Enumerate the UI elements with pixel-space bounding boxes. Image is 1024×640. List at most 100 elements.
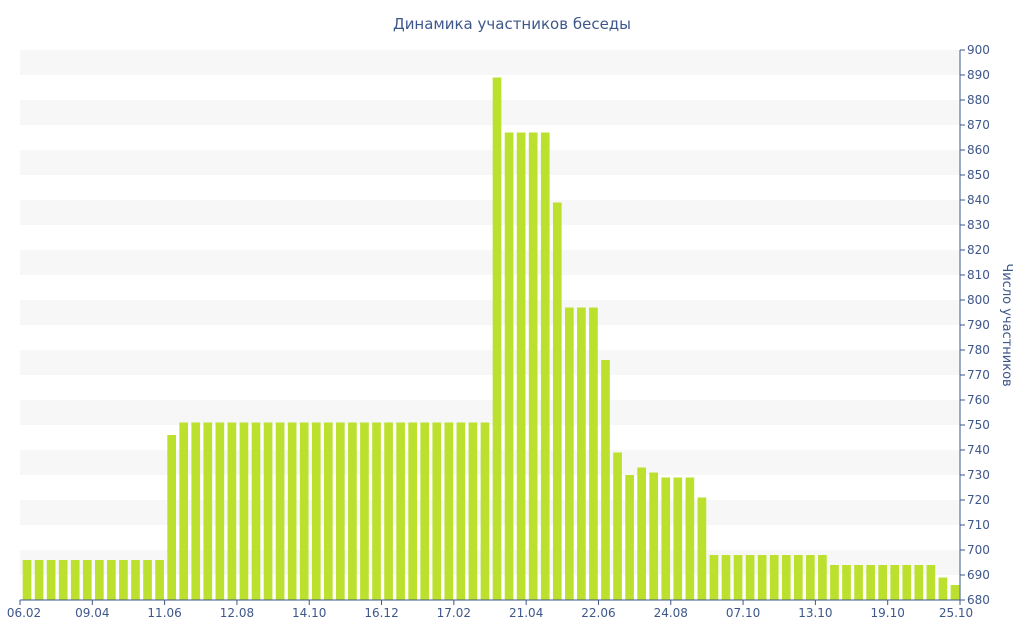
y-tick-label: 830: [967, 218, 990, 232]
bar: [372, 422, 381, 600]
x-tick-label: 14.10: [292, 606, 326, 620]
bar: [516, 132, 526, 600]
bar: [287, 422, 297, 600]
grid-band: [20, 250, 960, 275]
bar: [757, 555, 767, 600]
bar: [396, 422, 405, 600]
y-tick-label: 690: [967, 568, 990, 582]
bar: [793, 555, 803, 600]
x-tick-label: 12.08: [220, 606, 254, 620]
y-tick-label: 750: [967, 418, 990, 432]
bar: [685, 477, 695, 600]
bar: [540, 132, 550, 600]
grid-band: [20, 200, 960, 225]
bar: [179, 422, 189, 600]
y-tick-label: 860: [967, 143, 990, 157]
bar: [733, 555, 743, 600]
bar: [577, 307, 586, 600]
bar: [613, 452, 622, 600]
y-tick-label: 710: [967, 518, 990, 532]
y-tick-label: 770: [967, 368, 990, 382]
bar: [480, 422, 490, 600]
x-tick-label: 07.10: [726, 606, 760, 620]
y-tick-label: 680: [967, 593, 990, 607]
bar: [215, 422, 225, 600]
bar: [311, 422, 321, 600]
bar: [131, 560, 140, 600]
x-tick-label: 19.10: [871, 606, 905, 620]
bar: [842, 565, 851, 600]
bar: [938, 577, 948, 600]
bar: [866, 565, 875, 600]
x-tick-label: 06.02: [7, 606, 41, 620]
bar: [528, 132, 538, 600]
bar: [890, 565, 900, 600]
bar: [107, 560, 116, 600]
x-tick-labels: 06.02 09.04 11.06 12.08 14.10 16.12 17.02 21.04…: [7, 600, 973, 620]
bar: [818, 555, 827, 600]
bar: [70, 560, 80, 600]
x-tick-label: 09.04: [75, 606, 109, 620]
y-tick-label: 780: [967, 343, 990, 357]
bar: [119, 560, 128, 600]
y-tick-label: 730: [967, 468, 990, 482]
bar: [420, 422, 430, 600]
bar: [709, 555, 719, 600]
x-tick-label: 22.06: [581, 606, 615, 620]
x-tick-label: 13.10: [798, 606, 832, 620]
bar: [878, 565, 888, 600]
bar: [830, 565, 839, 600]
bar: [745, 555, 755, 600]
y-tick-labels: 680 690 700 710 720 730 740 750 760 770 780 790 800 8…: [960, 43, 990, 607]
chart-title: Динамика участников беседы: [393, 15, 631, 33]
grid-bands: [20, 50, 960, 575]
bar: [637, 467, 646, 600]
x-tick-label: 16.12: [364, 606, 398, 620]
bar: [94, 560, 104, 600]
grid-band: [20, 500, 960, 525]
x-tick-label: 24.08: [654, 606, 688, 620]
x-tick-label: 11.06: [147, 606, 181, 620]
bar: [769, 555, 779, 600]
grid-band: [20, 50, 960, 75]
bar: [564, 307, 574, 600]
x-tick-label: 21.04: [509, 606, 543, 620]
grid-band: [20, 100, 960, 125]
bar: [191, 422, 201, 600]
bar: [492, 77, 502, 600]
y-tick-label: 820: [967, 243, 990, 257]
bar: [552, 202, 562, 600]
bar: [914, 565, 924, 600]
bar: [697, 497, 707, 600]
bar: [34, 560, 44, 600]
y-tick-label: 870: [967, 118, 990, 132]
bar: [601, 360, 610, 600]
bar: [299, 422, 309, 600]
y-tick-label: 810: [967, 268, 990, 282]
grid-band: [20, 400, 960, 425]
grid-band: [20, 550, 960, 575]
y-tick-label: 740: [967, 443, 990, 457]
bar: [950, 585, 960, 600]
bar: [167, 435, 176, 600]
bar: [456, 422, 466, 600]
y-tick-label: 760: [967, 393, 990, 407]
y-tick-label: 800: [967, 293, 990, 307]
bar: [444, 422, 454, 600]
bar: [854, 565, 863, 600]
bar: [46, 560, 56, 600]
bar: [143, 560, 152, 600]
bar: [227, 422, 237, 600]
bar: [721, 555, 731, 600]
bar: [82, 560, 92, 600]
bar: [323, 422, 333, 600]
bar: [22, 560, 32, 600]
bar: [336, 422, 345, 600]
grid-band: [20, 450, 960, 475]
bar: [251, 422, 261, 600]
x-tick-label: 25.10: [939, 606, 973, 620]
bar: [58, 560, 68, 600]
bar: [589, 307, 598, 600]
bar: [155, 560, 164, 600]
